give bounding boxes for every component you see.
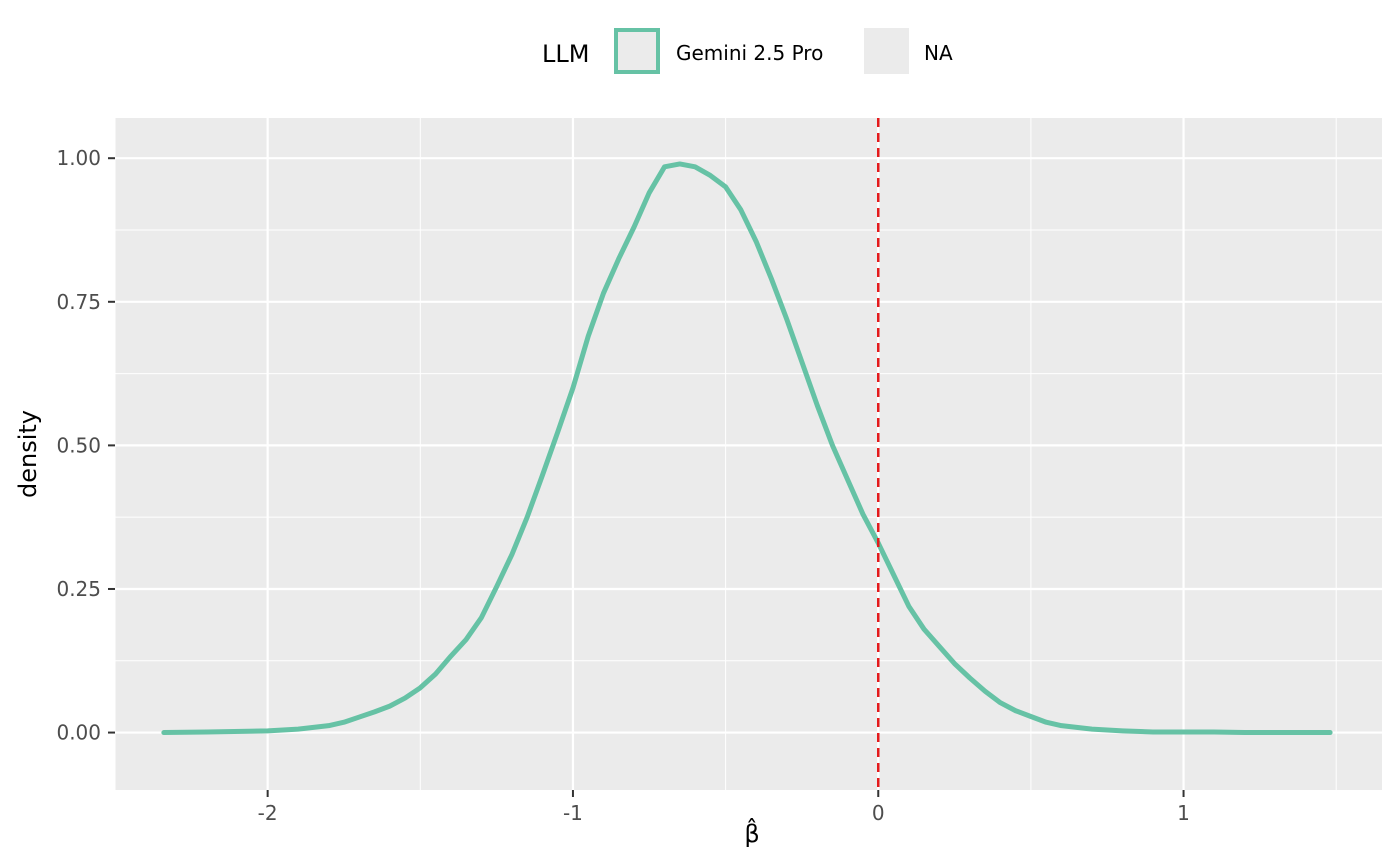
x-axis: -2 -1 0 1: [258, 790, 1190, 825]
legend-key-na: [864, 28, 909, 74]
series-layer: [161, 161, 1333, 736]
y-axis-title: density: [14, 410, 42, 498]
legend-label-gemini: Gemini 2.5 Pro: [676, 41, 823, 65]
x-tick-label: -2: [258, 801, 278, 825]
y-tick-label: 0.25: [56, 577, 101, 601]
x-tick-label: -1: [563, 801, 583, 825]
x-axis-title: β̂: [744, 818, 759, 848]
density-line-gemini-2-5-pro: [161, 161, 1333, 736]
y-axis: 0.00 0.25 0.50 0.75 1.00: [56, 146, 115, 745]
plot-panel: [115, 118, 1382, 790]
y-tick-label: 0.50: [56, 433, 101, 457]
x-tick-label: 1: [1177, 801, 1190, 825]
y-tick-label: 0.00: [56, 721, 101, 745]
y-tick-label: 1.00: [56, 146, 101, 170]
legend-label-na: NA: [924, 41, 953, 65]
y-tick-label: 0.75: [56, 290, 101, 314]
x-tick-label: 0: [872, 801, 885, 825]
legend-key-gemini: [614, 28, 660, 74]
legend-title: LLM: [542, 40, 589, 68]
legend: LLM Gemini 2.5 Pro NA: [542, 28, 953, 74]
